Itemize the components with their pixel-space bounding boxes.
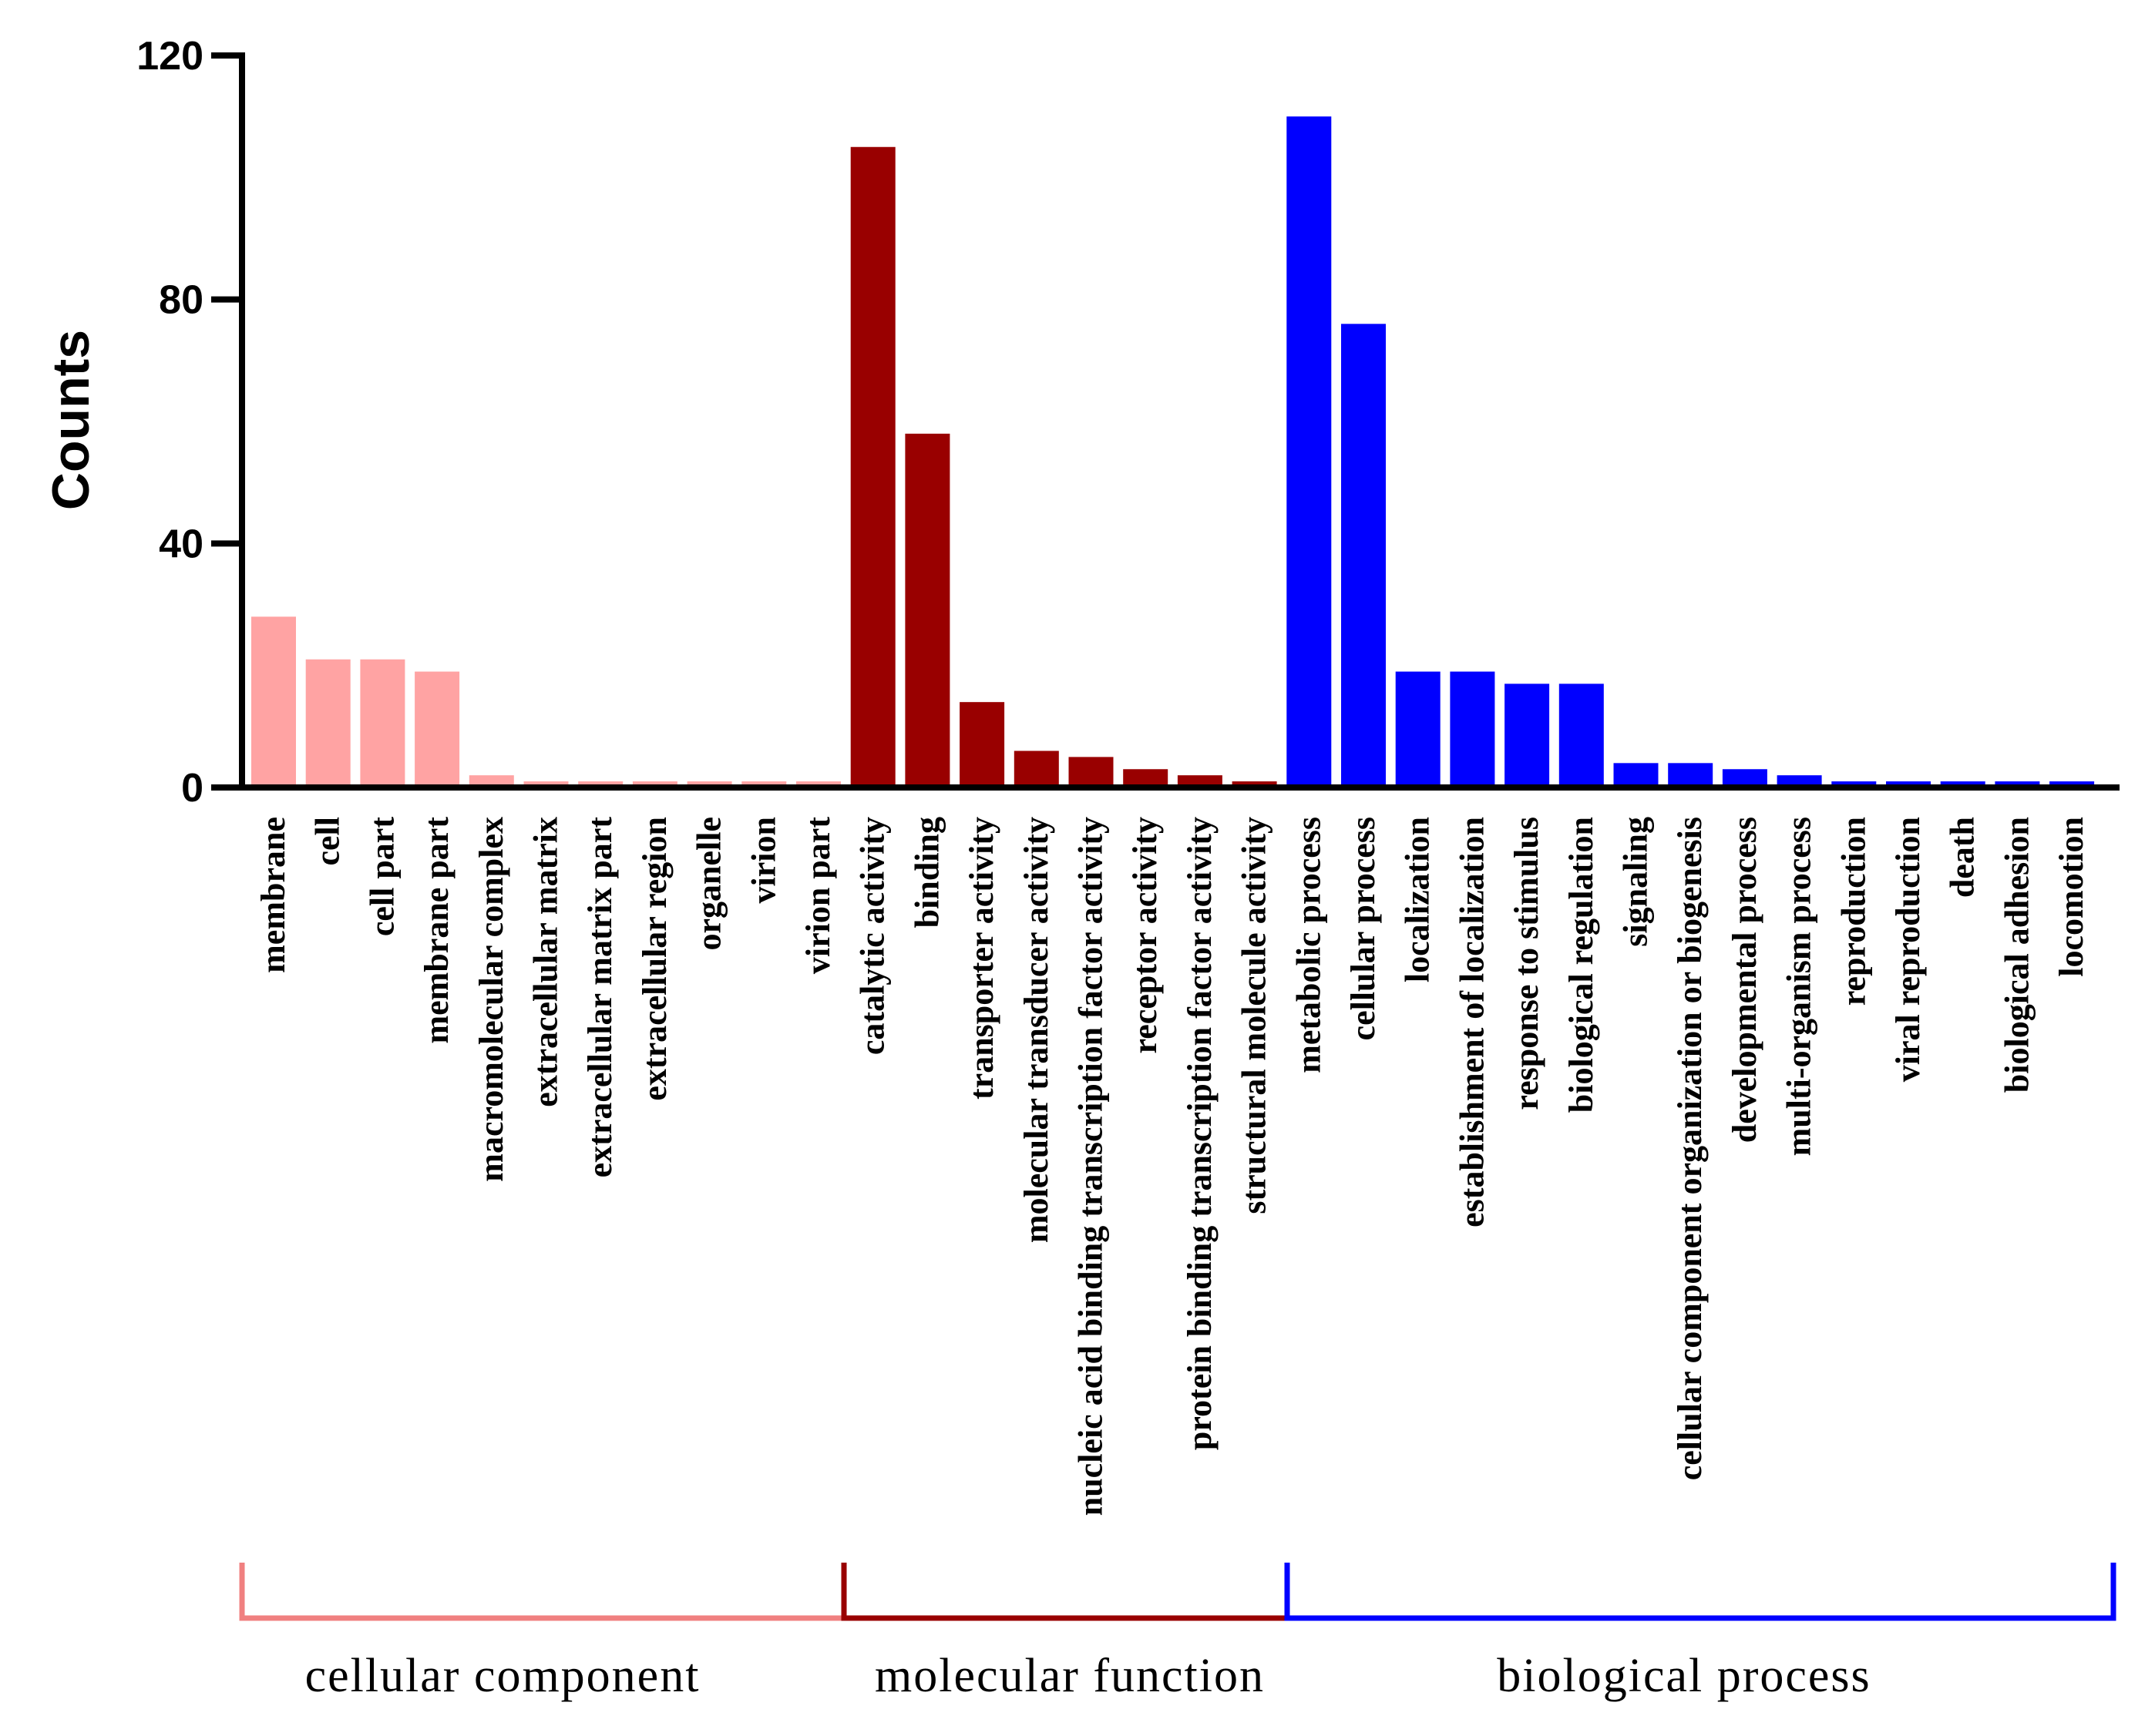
bracket-molecular-function <box>841 1563 1290 1621</box>
category-label-binding: binding <box>908 817 946 928</box>
category-label-extracellular-matrix-part: extracellular matrix part <box>581 817 619 1178</box>
category-label-locomotion: locomotion <box>2052 817 2090 977</box>
category-label-nucleic-acid-binding-transcription-factor-activity: nucleic acid binding transcription facto… <box>1072 817 1110 1516</box>
category-label-catalytic-activity: catalytic activity <box>854 817 892 1055</box>
bar-response-to-stimulus <box>1504 683 1550 787</box>
bar-developmental-process <box>1722 769 1767 787</box>
category-label-cellular-component-organization-or-biogenesis: cellular component organization or bioge… <box>1671 817 1709 1480</box>
category-label-organelle: organelle <box>691 817 728 951</box>
category-label-response-to-stimulus: response to stimulus <box>1508 817 1545 1110</box>
bracket-biological-process <box>1284 1563 2116 1621</box>
category-label-developmental-process: developmental process <box>1726 817 1763 1143</box>
bracket-cellular-component <box>239 1563 847 1621</box>
bar-membrane-part <box>415 671 460 787</box>
category-label-reproduction: reproduction <box>1834 817 1872 1006</box>
category-label-membrane: membrane <box>254 817 292 973</box>
category-label-multi-organism-process: multi-organism process <box>1780 817 1818 1156</box>
category-label-establishment-of-localization: establishment of localization <box>1453 817 1491 1227</box>
bars-layer <box>251 116 2095 787</box>
group-brackets-layer: cellular component molecular function biol… <box>239 1563 2116 1702</box>
category-label-receptor-activity: receptor activity <box>1126 817 1164 1053</box>
category-label-molecular-transducer-activity: molecular transducer activity <box>1017 817 1055 1243</box>
y-axis-label: Counts <box>42 330 100 510</box>
category-label-death: death <box>1944 817 1982 898</box>
bar-localization <box>1395 671 1441 787</box>
category-label-metabolic-process: metabolic process <box>1289 817 1327 1073</box>
bar-membrane <box>251 616 296 787</box>
category-label-biological-adhesion: biological adhesion <box>1998 817 2036 1093</box>
category-label-extracellular-region: extracellular region <box>636 817 674 1101</box>
bar-cellular-process <box>1341 324 1386 787</box>
axes-layer: 0 40 80 120 <box>136 34 2120 811</box>
bar-cell-part <box>360 659 405 787</box>
category-label-viral-reproduction: viral reproduction <box>1889 817 1927 1082</box>
y-tick-label-80: 80 <box>159 278 203 323</box>
category-label-membrane-part: membrane part <box>418 817 456 1044</box>
category-label-cellular-process: cellular process <box>1344 817 1382 1040</box>
bar-transporter-activity <box>960 702 1005 787</box>
bar-biological-regulation <box>1558 683 1604 787</box>
category-label-extracellular-matrix: extracellular matrix <box>527 817 565 1107</box>
category-label-transporter-activity: transporter activity <box>963 817 1000 1100</box>
bar-metabolic-process <box>1286 116 1332 787</box>
category-label-structural-molecule-activity: structural molecule activity <box>1236 817 1273 1214</box>
category-label-macromolecular-complex: macromolecular complex <box>472 817 510 1182</box>
bar-cellular-component-organization-or-biogenesis <box>1668 763 1713 787</box>
bar-binding <box>905 433 950 787</box>
category-label-localization: localization <box>1399 817 1437 982</box>
bar-signaling <box>1613 763 1659 787</box>
category-label-biological-regulation: biological regulation <box>1562 817 1600 1113</box>
bar-molecular-transducer-activity <box>1014 750 1059 787</box>
group-label-biological-process: biological process <box>1497 1650 1871 1702</box>
category-labels-layer: membrane cell cell part membrane part macrom… <box>254 817 2090 1516</box>
category-label-protein-binding-transcription-factor-activity: protein binding transcription factor act… <box>1181 817 1219 1450</box>
group-label-molecular-function: molecular function <box>875 1650 1265 1702</box>
category-label-virion: virion <box>745 817 782 903</box>
category-label-cell-part: cell part <box>363 817 401 937</box>
bar-catalytic-activity <box>850 146 896 787</box>
bar-cell <box>305 659 351 787</box>
y-tick-label-40: 40 <box>159 522 203 566</box>
category-label-virion-part: virion part <box>799 817 837 974</box>
category-label-cell: cell <box>309 817 347 866</box>
bar-establishment-of-localization <box>1450 671 1495 787</box>
category-label-signaling: signaling <box>1617 817 1655 947</box>
bar-nucleic-acid-binding-transcription-factor-activity <box>1068 757 1114 787</box>
y-tick-label-120: 120 <box>136 34 203 79</box>
group-label-cellular-component: cellular component <box>305 1650 701 1702</box>
bar-receptor-activity <box>1123 769 1168 787</box>
y-tick-label-0: 0 <box>181 766 203 811</box>
